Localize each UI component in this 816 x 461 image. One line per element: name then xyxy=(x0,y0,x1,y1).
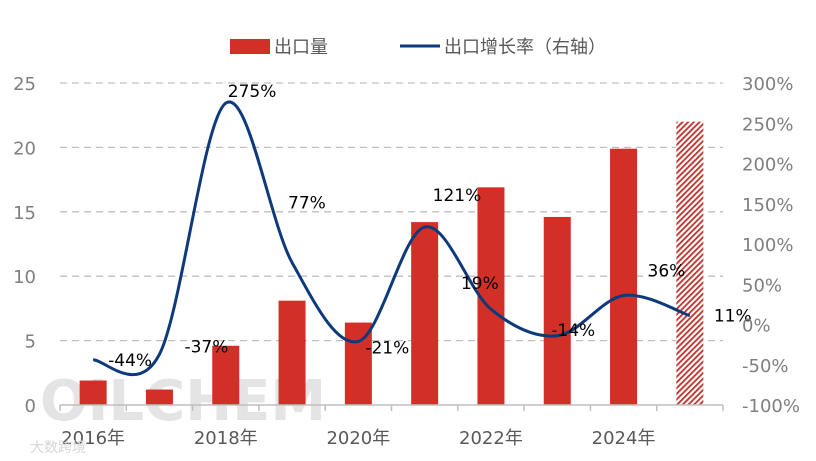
left-tick-label: 20 xyxy=(13,138,36,159)
bar xyxy=(212,345,240,405)
x-tick-label: 2018年 xyxy=(194,428,258,449)
legend-line-label: 出口增长率（右轴） xyxy=(444,37,606,58)
right-tick-label: 150% xyxy=(742,195,793,216)
watermark-sub: 大数跨境 xyxy=(30,440,86,456)
growth-line xyxy=(92,100,691,377)
left-tick-label: 25 xyxy=(13,74,36,95)
bar xyxy=(411,222,439,405)
right-tick-label: 100% xyxy=(742,235,793,256)
right-tick-label: -100% xyxy=(742,396,800,417)
x-tick-label: 2024年 xyxy=(592,428,656,449)
bar xyxy=(278,300,306,405)
right-tick-label: 200% xyxy=(742,155,793,176)
growth-data-label: -44% xyxy=(108,351,152,371)
growth-data-label: 19% xyxy=(461,274,499,294)
growth-data-label: -21% xyxy=(365,338,409,358)
legend-bar-swatch xyxy=(230,39,270,54)
right-tick-label: 50% xyxy=(742,275,782,296)
x-tick-label: 2022年 xyxy=(459,428,523,449)
x-tick-label: 2020年 xyxy=(326,428,390,449)
left-tick-label: 15 xyxy=(13,203,36,224)
bar xyxy=(477,187,505,405)
bar xyxy=(79,380,107,405)
left-tick-label: 0 xyxy=(25,396,36,417)
right-tick-label: 300% xyxy=(742,74,793,95)
right-tick-label: 0% xyxy=(742,316,771,337)
growth-data-label: 275% xyxy=(228,82,277,102)
bar xyxy=(610,148,638,406)
growth-data-label: 11% xyxy=(714,307,752,327)
x-tick-label: 2016年 xyxy=(61,428,125,449)
right-tick-label: 250% xyxy=(742,114,793,135)
growth-data-label: 36% xyxy=(648,262,686,282)
growth-data-label: 77% xyxy=(288,194,326,214)
bar-forecast xyxy=(676,121,704,405)
left-tick-label: 5 xyxy=(25,332,36,353)
legend-bar-label: 出口量 xyxy=(274,37,328,58)
growth-data-label: 121% xyxy=(433,186,482,206)
bar xyxy=(145,389,173,405)
growth-data-label: -37% xyxy=(184,337,228,357)
left-tick-label: 10 xyxy=(13,267,36,288)
right-tick-label: -50% xyxy=(742,356,789,377)
bar xyxy=(543,216,571,405)
growth-data-label: -14% xyxy=(551,321,595,341)
